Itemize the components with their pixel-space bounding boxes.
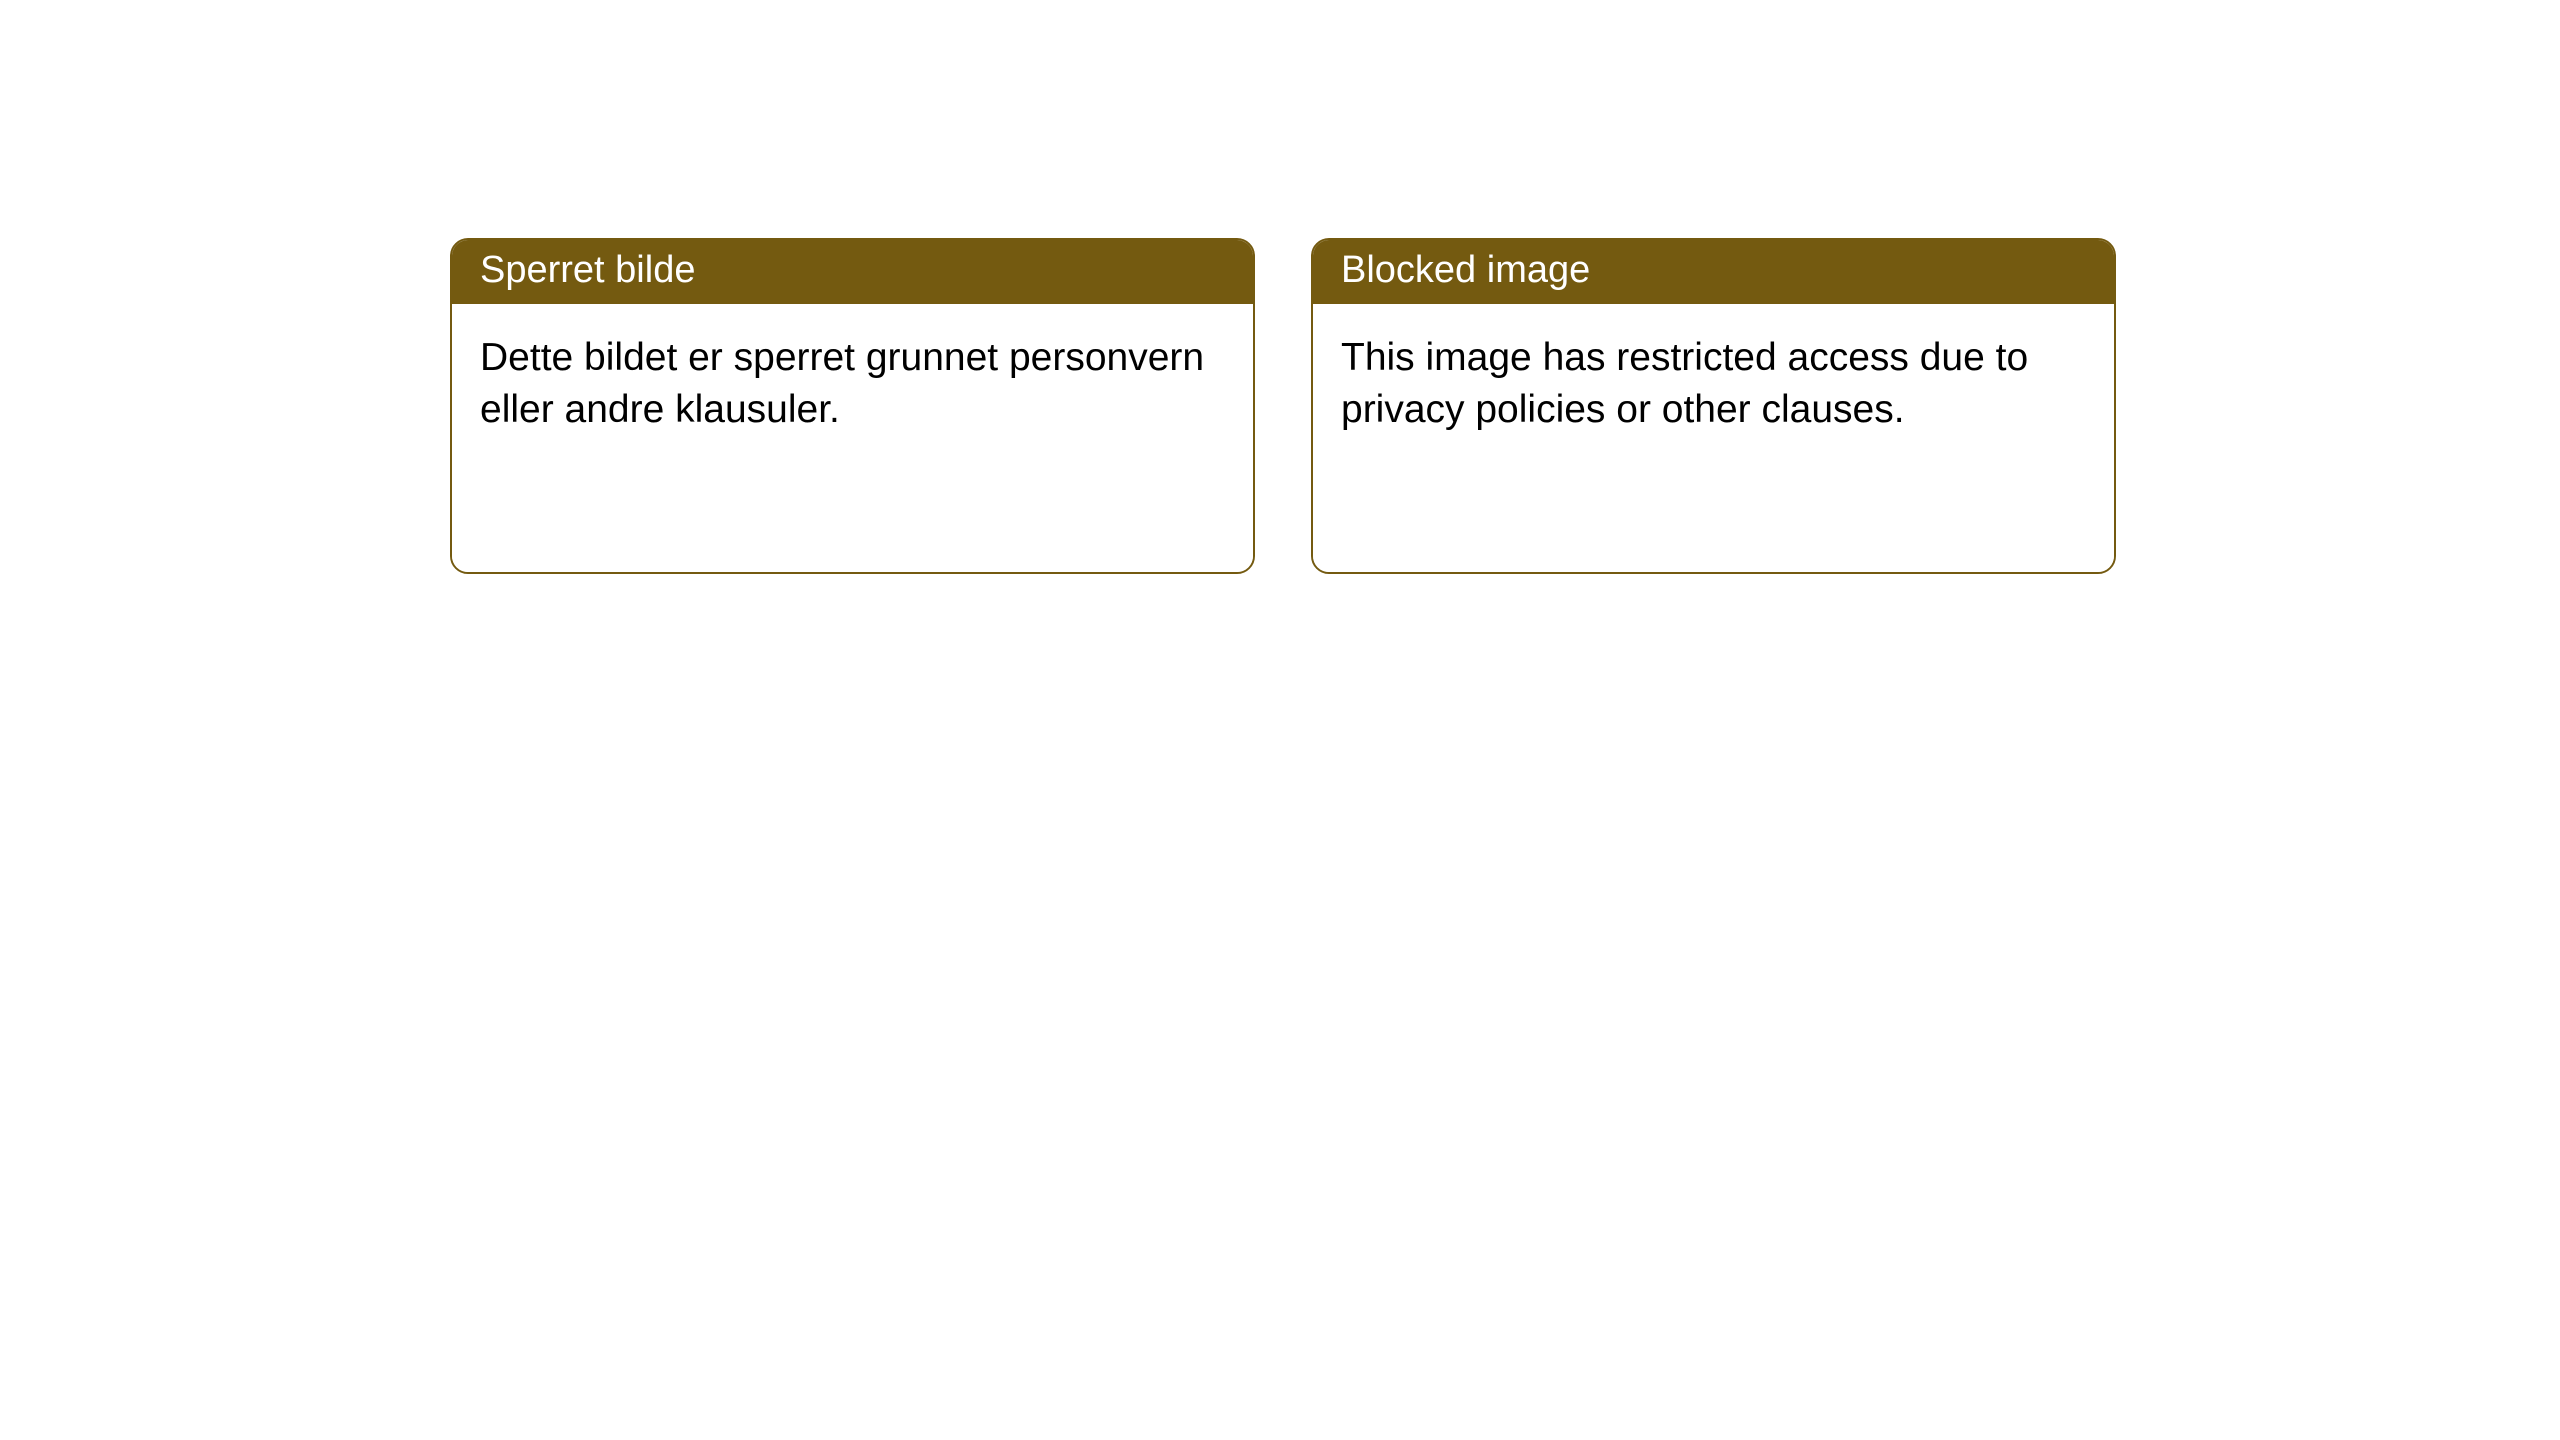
card-body-english: This image has restricted access due to … [1313,304,2114,572]
card-norwegian: Sperret bilde Dette bildet er sperret gr… [450,238,1255,574]
card-header-norwegian: Sperret bilde [452,240,1253,304]
card-english: Blocked image This image has restricted … [1311,238,2116,574]
card-body-norwegian: Dette bildet er sperret grunnet personve… [452,304,1253,572]
card-header-english: Blocked image [1313,240,2114,304]
cards-container: Sperret bilde Dette bildet er sperret gr… [450,238,2116,574]
